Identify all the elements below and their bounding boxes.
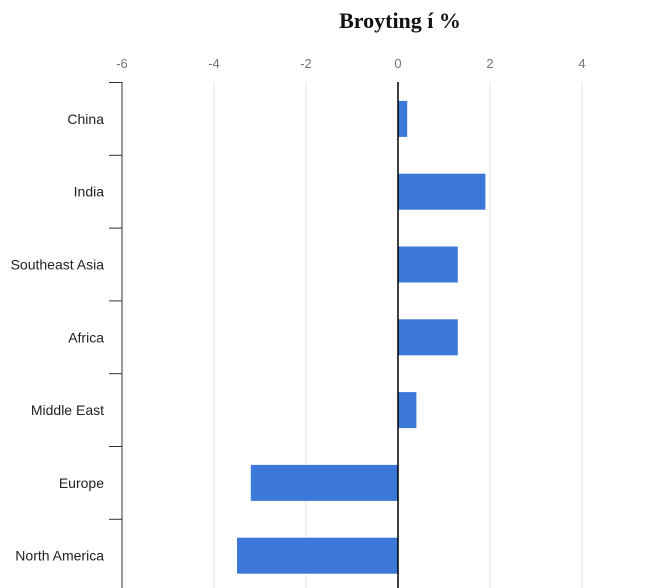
x-tick-label: 4 — [578, 56, 585, 71]
bar — [398, 392, 417, 429]
category-label: North America — [15, 548, 104, 564]
x-tick-label: 2 — [486, 56, 493, 71]
x-tick-label: -2 — [300, 56, 312, 71]
x-tick-labels: -6-4-20246 — [116, 56, 585, 71]
bars — [237, 100, 486, 574]
category-label: Middle East — [31, 402, 104, 418]
x-tick-label: 0 — [394, 56, 401, 71]
bar — [237, 537, 398, 574]
category-label: Africa — [68, 329, 104, 345]
bar — [398, 319, 458, 356]
x-tick-label: -6 — [116, 56, 128, 71]
category-label: India — [74, 184, 105, 200]
bar — [398, 246, 458, 283]
category-labels: China India Southeast Asia Africa Middle Eas… — [11, 111, 105, 564]
x-tick-label: -4 — [208, 56, 220, 71]
category-label: Europe — [59, 475, 104, 491]
category-label: Southeast Asia — [11, 257, 105, 273]
bar — [250, 464, 398, 501]
gridlines — [121, 82, 583, 588]
chart-title: Broyting í % — [339, 8, 461, 33]
bar — [398, 173, 486, 210]
axes — [109, 82, 399, 588]
category-label: China — [67, 111, 104, 127]
bar — [398, 100, 408, 137]
